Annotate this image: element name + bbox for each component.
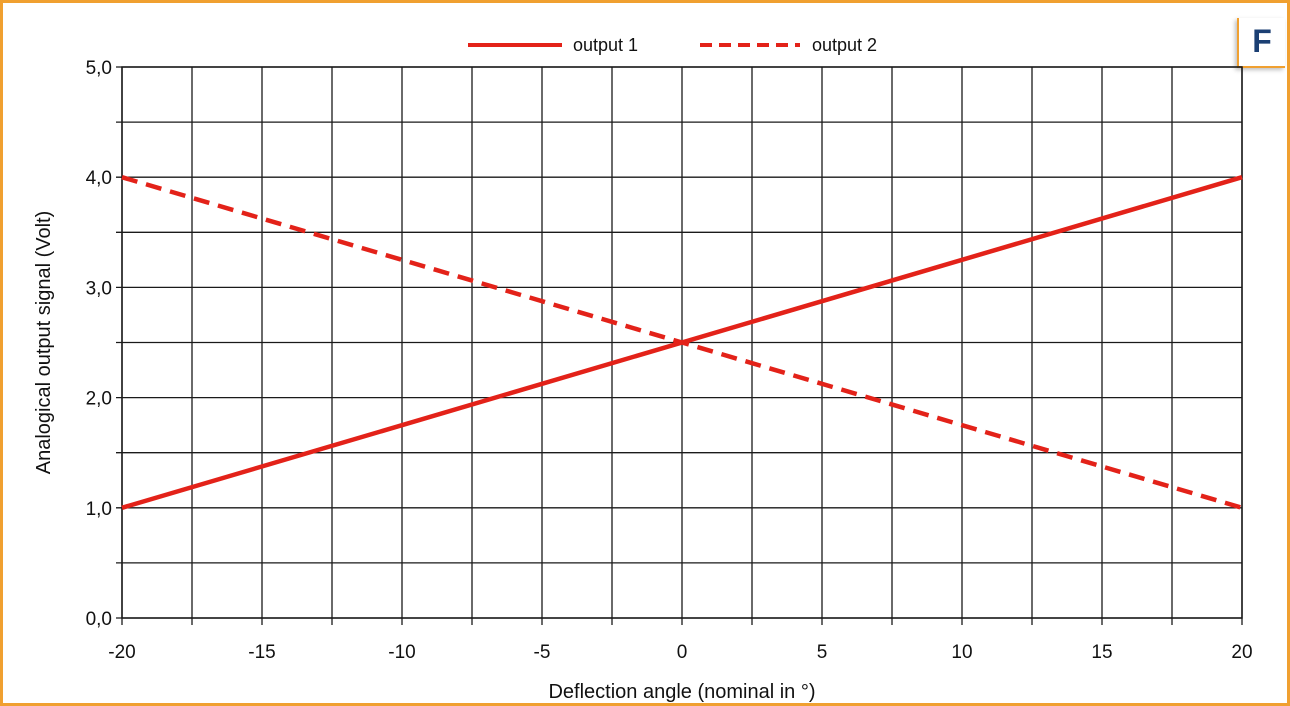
series-line-output-2	[121, 175, 1243, 510]
y-tick-label: 4,0	[86, 168, 112, 189]
legend: output 1 output 2	[468, 35, 877, 55]
x-tick-label: -20	[108, 642, 135, 663]
y-tick-label: 3,0	[86, 278, 112, 299]
x-tick-label: 5	[817, 642, 828, 663]
y-tick-label: 5,0	[86, 58, 112, 79]
y-axis-label: Analogical output signal (Volt)	[33, 211, 55, 475]
x-tick-label: 15	[1091, 642, 1112, 663]
legend-label-output-1: output 1	[573, 35, 638, 55]
x-tick-label: 20	[1231, 642, 1252, 663]
x-tick-labels: -20 -15 -10 -5 0 5 10 15 20	[108, 642, 1252, 663]
x-tick-label: 0	[677, 642, 688, 663]
y-tick-label: 1,0	[86, 499, 112, 520]
y-tick-label: 0,0	[86, 609, 112, 630]
x-tick-label: -10	[388, 642, 415, 663]
corner-badge: F	[1237, 18, 1285, 68]
grid	[116, 66, 1243, 625]
x-tick-label: -5	[534, 642, 551, 663]
x-tick-label: 10	[951, 642, 972, 663]
y-tick-labels: 0,0 1,0 2,0 3,0 4,0 5,0	[86, 58, 112, 630]
legend-label-output-2: output 2	[812, 35, 877, 55]
x-axis-label: Deflection angle (nominal in °)	[548, 681, 815, 703]
x-tick-label: -15	[248, 642, 275, 663]
plot-area-border	[121, 66, 1243, 619]
y-tick-label: 2,0	[86, 389, 112, 410]
series-lines	[121, 175, 1243, 510]
